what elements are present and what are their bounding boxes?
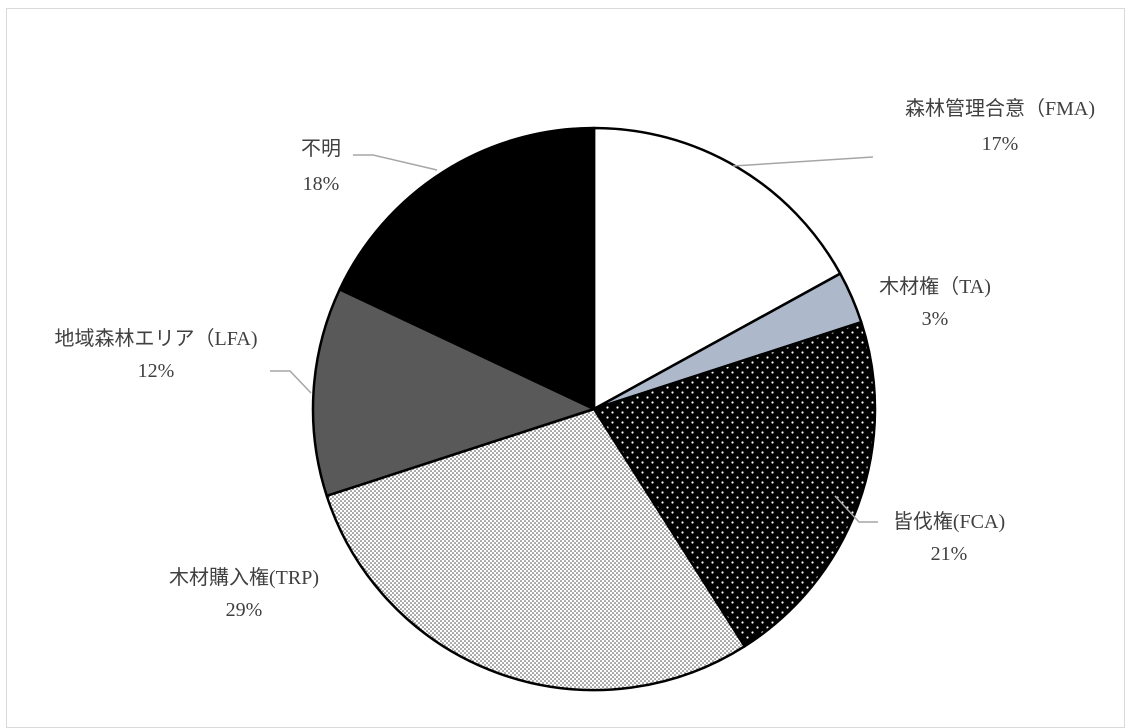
leader-line-fca — [834, 495, 878, 523]
leader-line-fma — [732, 156, 874, 167]
slice-label-trp-pct: 29% — [226, 599, 263, 621]
slice-label-fma-pct: 17% — [982, 133, 1019, 155]
slice-label-unknown-name: 不明 — [301, 138, 341, 160]
slice-label-lfa-name: 地域森林エリア（LFA) — [55, 327, 258, 350]
slice-label-fca-pct: 21% — [931, 543, 968, 565]
pie-slice-unknown — [338, 126, 596, 411]
slice-label-trp-name: 木材購入権(TRP) — [169, 566, 319, 589]
slice-label-lfa-pct: 12% — [138, 360, 175, 382]
leader-line-lfa — [270, 370, 312, 394]
slice-label-ta-pct: 3% — [922, 308, 949, 330]
pie-slice-fma — [592, 126, 842, 411]
pie-slice-fca — [592, 320, 877, 648]
slice-label-fca-name: 皆伐権(FCA) — [893, 510, 1005, 533]
leader-line-unknown — [353, 154, 438, 171]
slice-label-unknown-pct: 18% — [303, 173, 340, 195]
slice-label-fma-name: 森林管理合意（FMA) — [905, 97, 1095, 120]
pie-slice-trp — [325, 407, 746, 692]
pie-slice-lfa — [311, 288, 596, 498]
slice-label-ta-name: 木材権（TA) — [879, 275, 991, 298]
